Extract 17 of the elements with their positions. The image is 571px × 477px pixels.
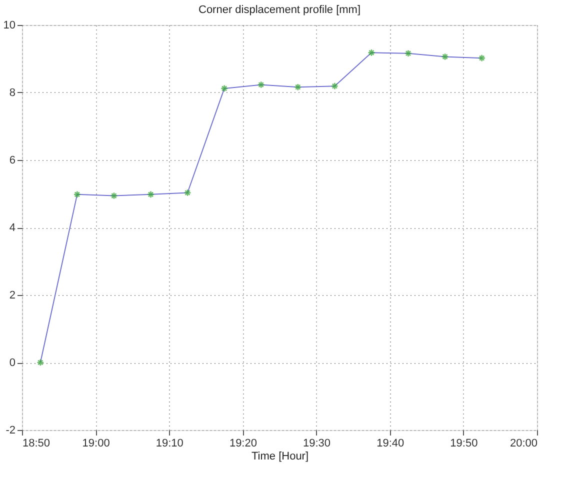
x-tick-label: 19:40 (376, 438, 404, 450)
chart-title: Corner displacement profile [mm] (198, 4, 361, 16)
y-tick-label: 8 (9, 87, 16, 99)
x-tick-label: 19:20 (229, 438, 257, 450)
x-tick-label: 18:50 (22, 438, 50, 450)
y-tick-label: -2 (6, 424, 16, 436)
x-axis-title: Time [Hour] (251, 450, 309, 462)
y-tick-label: 4 (9, 222, 16, 234)
y-tick-label: 6 (9, 154, 16, 166)
x-tick-label: 19:50 (450, 438, 478, 450)
x-tick-label: 19:00 (82, 438, 110, 450)
x-tick-label: 19:30 (303, 438, 331, 450)
x-tick-label: 19:10 (156, 438, 184, 450)
x-tick-label: 20:00 (510, 438, 538, 450)
y-tick-label: 2 (9, 290, 16, 302)
y-tick-label: 0 (9, 357, 16, 369)
y-tick-label: 10 (3, 20, 16, 32)
